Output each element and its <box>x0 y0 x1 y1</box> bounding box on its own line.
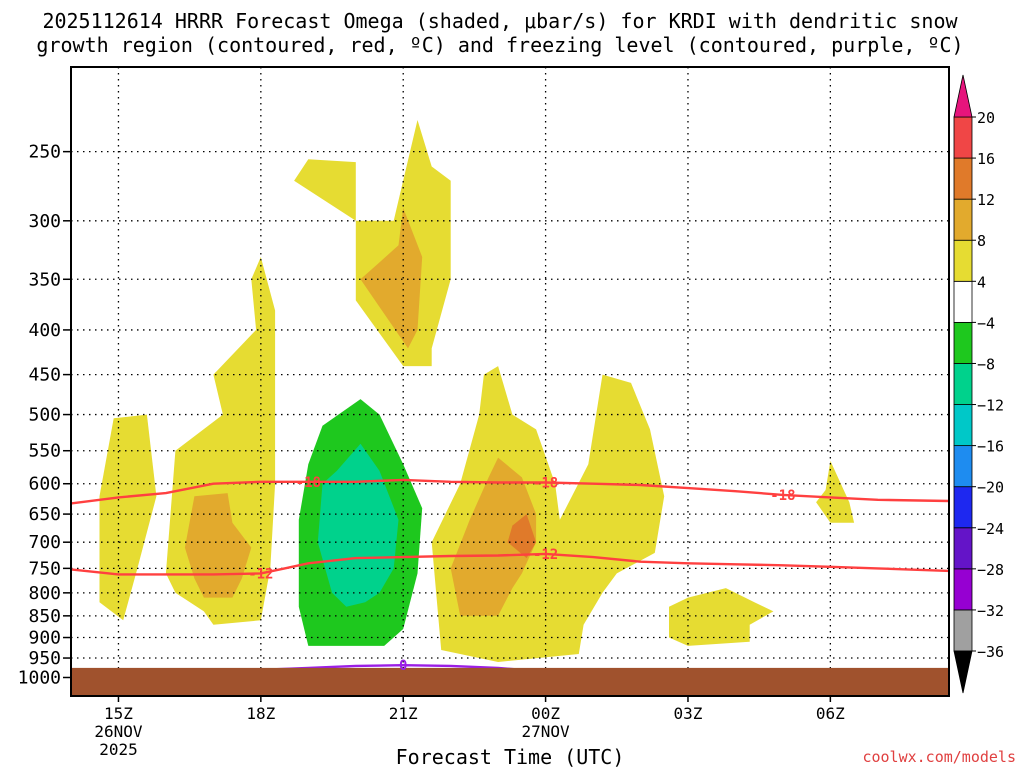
credit-text: coolwx.com/models <box>862 748 1016 766</box>
colorbar-label-13: 16 <box>977 150 995 168</box>
contour-line-1 <box>71 478 949 505</box>
colorbar-box-4 <box>953 486 973 529</box>
colorbar-under-arrow <box>953 650 973 694</box>
x-tick-label-18Z: 18Z <box>246 704 275 723</box>
omega-region-1 <box>99 414 157 621</box>
colorbar-box-10 <box>953 239 973 282</box>
y-tick-label-250: 250 <box>28 142 61 163</box>
colorbar-label-2: −32 <box>977 602 1004 620</box>
colorbar-box-8 <box>953 321 973 364</box>
y-tick-label-550: 550 <box>28 441 61 462</box>
contour-label-3-1: 0 <box>399 658 407 674</box>
y-tick-label-1000: 1000 <box>18 667 61 688</box>
x-tick-label-21Z: 21Z <box>389 704 418 723</box>
y-axis: 2503003504004505005506006507007508008509… <box>18 142 71 688</box>
x-tick-date-15Z: 26NOV <box>94 722 143 741</box>
colorbar-box-11 <box>953 198 973 241</box>
colorbar-over-arrow <box>953 74 973 118</box>
plot-area: -18 -18 -18 -12 -12 0 <box>71 67 949 696</box>
omega-region-9 <box>450 457 537 616</box>
colorbar-box-6 <box>953 404 973 447</box>
omega-region-10 <box>507 514 537 559</box>
chart-title-line2: growth region (contoured, red, ºC) and f… <box>36 33 963 57</box>
contour-label-2-1: -12 <box>248 566 273 582</box>
colorbar-box-1 <box>953 609 973 652</box>
y-tick-label-700: 700 <box>28 532 61 553</box>
contour-label-1-1: -18 <box>296 475 321 491</box>
y-tick-label-800: 800 <box>28 583 61 604</box>
x-tick-date-00Z: 27NOV <box>522 722 571 741</box>
colorbar-label-5: −20 <box>977 479 1004 497</box>
omega-region-6 <box>816 460 855 523</box>
y-tick-label-300: 300 <box>28 211 61 232</box>
y-tick-label-500: 500 <box>28 405 61 426</box>
colorbar-label-9: −4 <box>977 314 995 332</box>
colorbar-label-14: 20 <box>977 109 995 127</box>
y-tick-label-450: 450 <box>28 365 61 386</box>
y-tick-label-900: 900 <box>28 628 61 649</box>
omega-colorbar: −36 −32 −28 −24 −20 −16 −12 −8 −4 4 8 12 16 20 <box>953 74 1004 694</box>
omega-region-8 <box>360 207 423 349</box>
x-axis-label: Forecast Time (UTC) <box>396 745 625 768</box>
colorbar-label-3: −28 <box>977 561 1004 579</box>
contour-label-1-2: -18 <box>533 475 558 491</box>
y-tick-label-350: 350 <box>28 269 61 290</box>
colorbar-box-7 <box>953 363 973 405</box>
colorbar-box-2 <box>953 568 973 611</box>
colorbar-label-4: −24 <box>977 520 1004 538</box>
x-tick-year-15Z: 2025 <box>99 740 138 759</box>
x-tick-label-15Z: 15Z <box>104 704 133 723</box>
colorbar-box-9 <box>953 280 973 323</box>
colorbar-label-8: −8 <box>977 355 995 373</box>
y-tick-label-950: 950 <box>28 648 61 669</box>
y-tick-label-650: 650 <box>28 504 61 525</box>
plot-frame <box>70 66 950 697</box>
colorbar-label-12: 12 <box>977 191 995 209</box>
y-tick-label-600: 600 <box>28 474 61 495</box>
omega-region-3 <box>294 120 451 367</box>
omega-region-12 <box>317 443 399 607</box>
contour-line-2 <box>71 552 949 576</box>
contour-labels: -18 -18 -18 -12 -12 0 <box>248 475 795 674</box>
chart-title-line1: 2025112614 HRRR Forecast Omega (shaded, … <box>42 9 958 33</box>
x-tick-label-00Z: 00Z <box>531 704 560 723</box>
omega-region-5 <box>669 588 774 646</box>
colorbar-label-6: −16 <box>977 438 1004 456</box>
colorbar-box-13 <box>953 116 973 159</box>
colorbar-label-7: −12 <box>977 397 1004 415</box>
x-tick-label-03Z: 03Z <box>674 704 703 723</box>
y-tick-label-750: 750 <box>28 558 61 579</box>
colorbar-label-10: 4 <box>977 273 986 291</box>
ground-layer <box>71 667 949 696</box>
y-tick-label-850: 850 <box>28 606 61 627</box>
omega-region-7 <box>184 493 252 598</box>
x-tick-label-06Z: 06Z <box>816 704 845 723</box>
colorbar-box-12 <box>953 157 973 200</box>
contour-label-1-3: -18 <box>770 488 795 504</box>
colorbar-box-5 <box>953 445 973 488</box>
y-tick-label-400: 400 <box>28 320 61 341</box>
colorbar-label-1: −36 <box>977 643 1004 661</box>
omega-shading <box>99 120 855 662</box>
colorbar-box-3 <box>953 527 973 570</box>
contour-label-2-2: -12 <box>533 547 558 563</box>
colorbar-label-11: 8 <box>977 232 986 250</box>
